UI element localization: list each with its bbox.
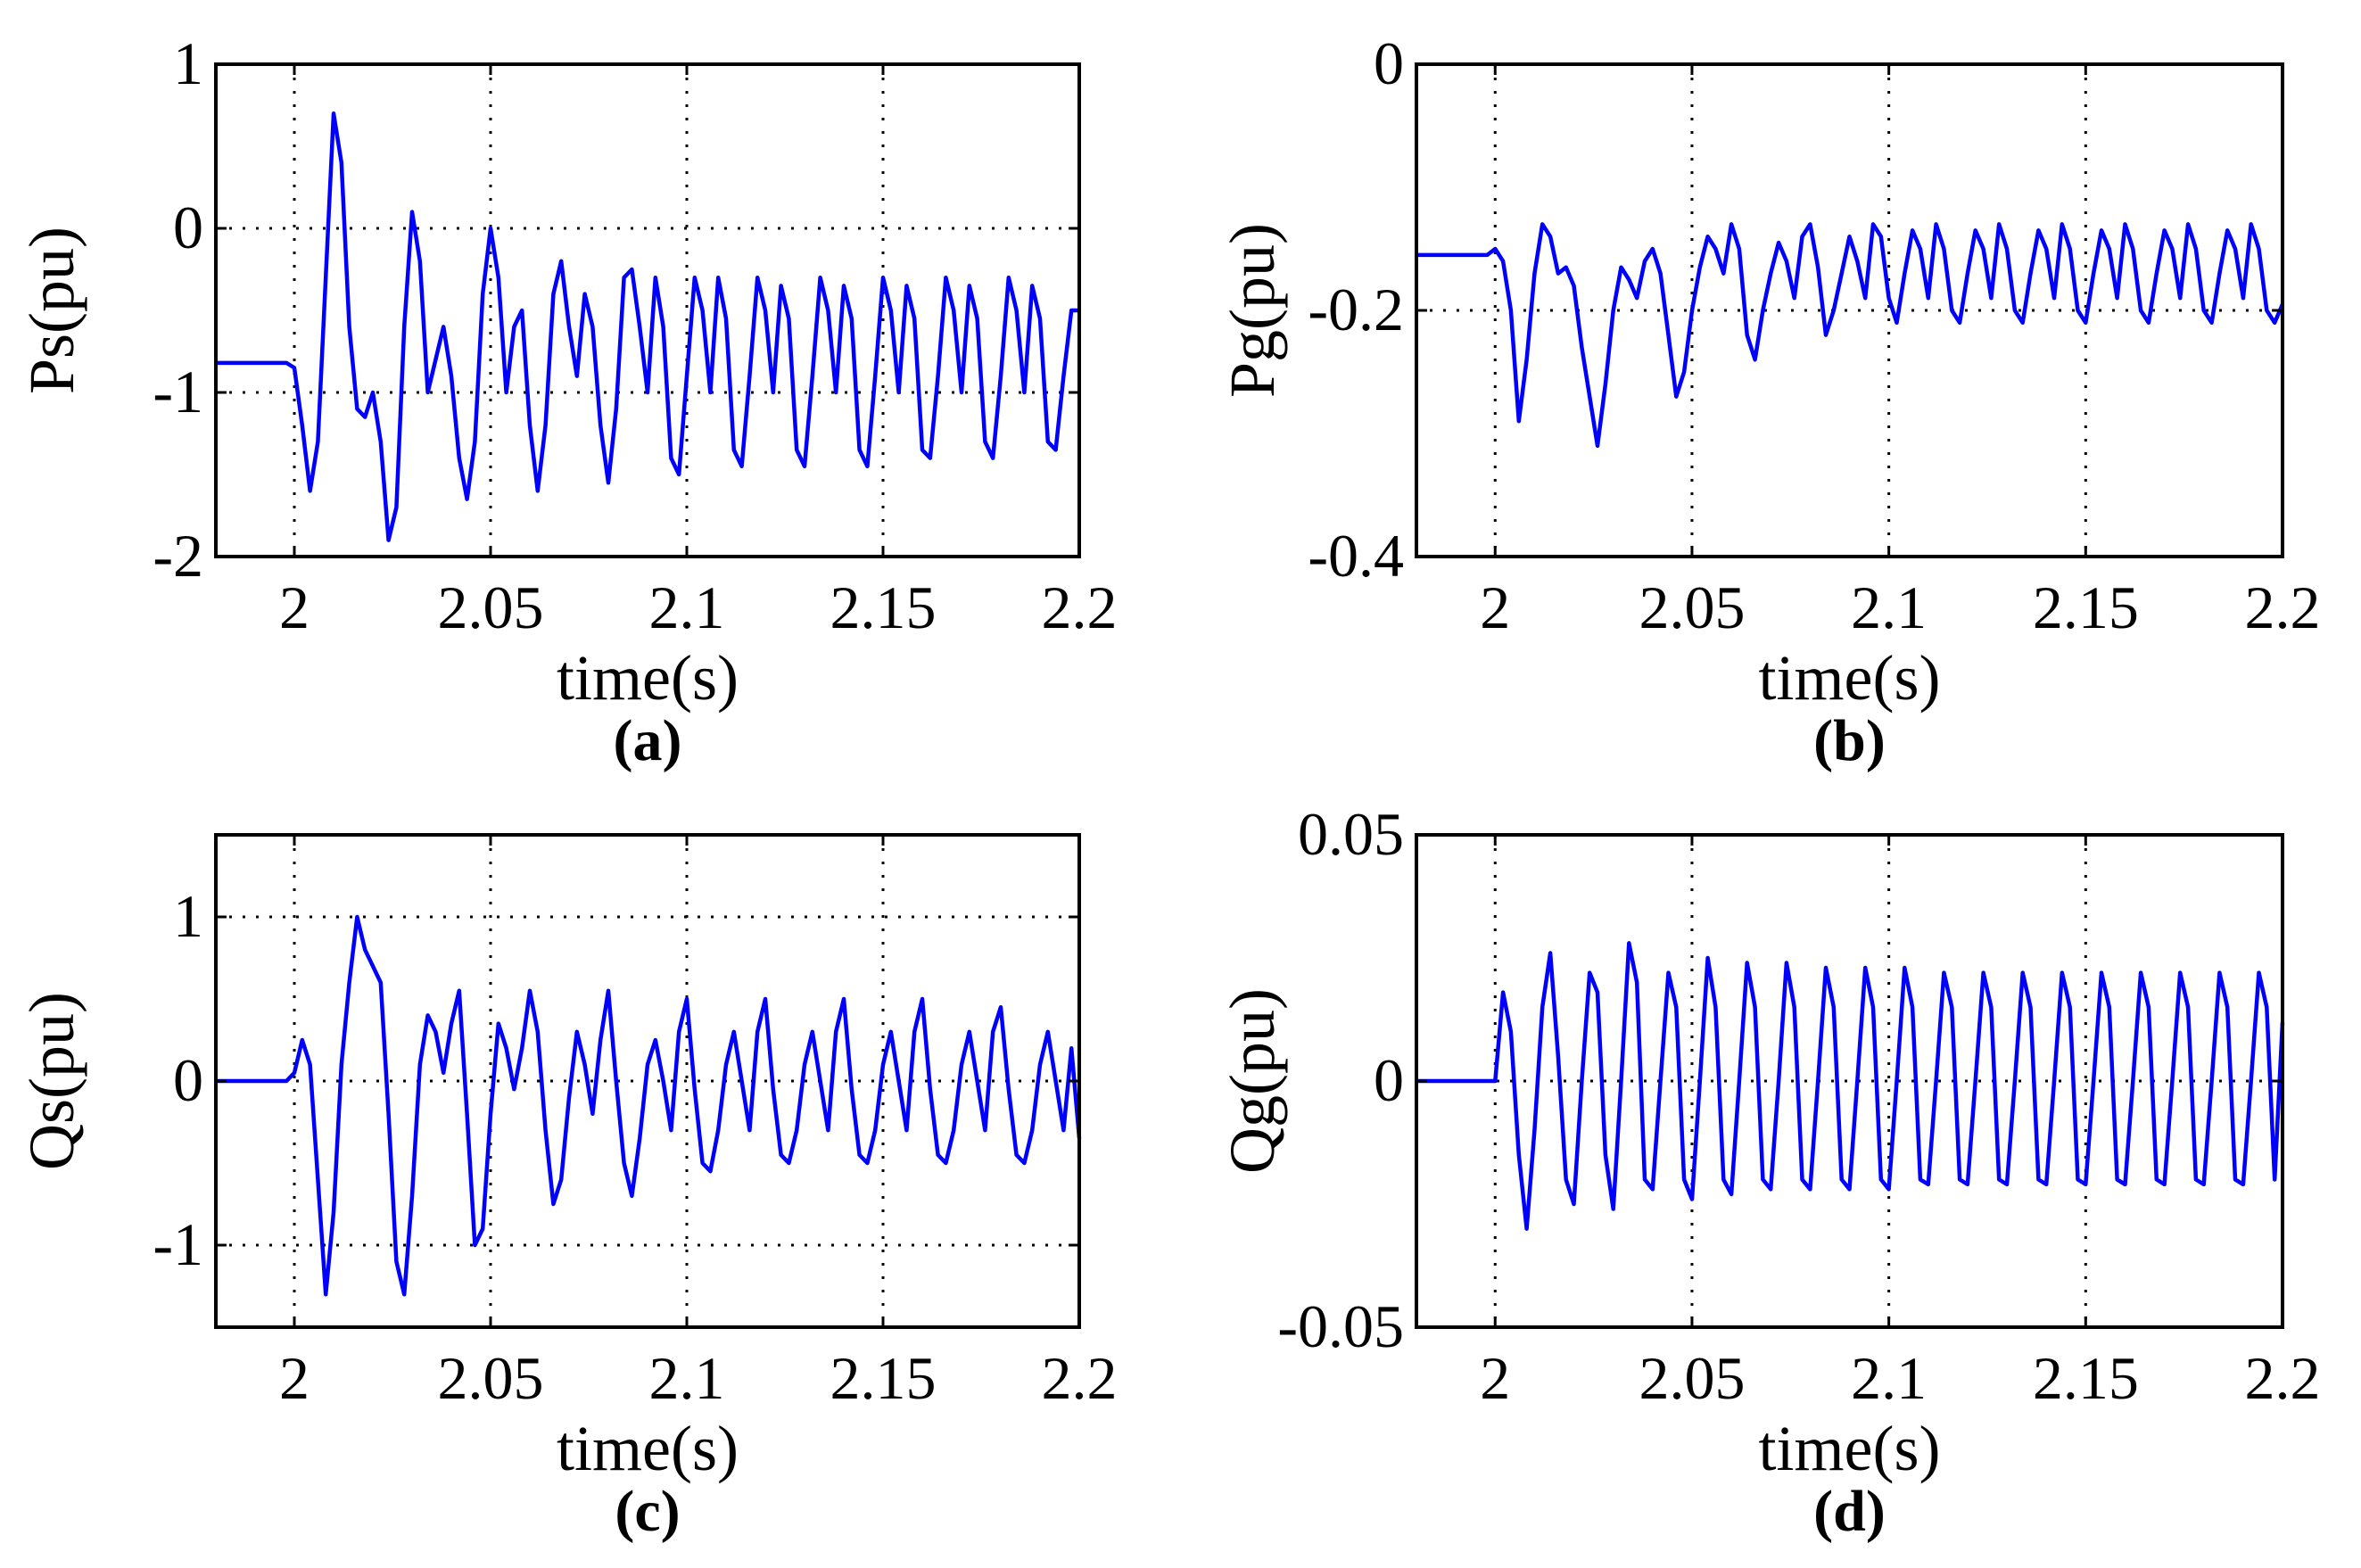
panel-b-pg: 2 2.05 2.1 2.15 2.2 -0.4 -0.2 0 time(s)(b) Pg(pu) bbox=[1217, 29, 2321, 773]
plot-frame bbox=[214, 62, 1081, 558]
y-tick-label: 0 bbox=[173, 194, 203, 261]
x-tick-label: 2.2 bbox=[2245, 574, 2321, 641]
series-line-qs bbox=[216, 914, 1082, 1297]
y-tick-label: -0.05 bbox=[1277, 1292, 1404, 1360]
y-axis-label: Pg(pu) bbox=[1217, 223, 1288, 398]
x-tick-label: 2.2 bbox=[2245, 1344, 2321, 1412]
x-axis-label: time(s) bbox=[557, 642, 739, 714]
panel-a-ps: 2 2.05 2.1 2.15 2.2 -2 -1 0 1 time(s)(a) Ps(pu) bbox=[16, 29, 1118, 773]
x-tick-label: 2.15 bbox=[830, 574, 937, 641]
x-tick-label: 2.15 bbox=[2033, 1344, 2139, 1412]
y-tick-label: 0 bbox=[1374, 29, 1404, 97]
y-tick-label: -1 bbox=[153, 1210, 203, 1278]
series-line-pg bbox=[1416, 222, 2285, 449]
x-tick-label: 2.05 bbox=[438, 1344, 544, 1412]
x-tick-label: 2.2 bbox=[1042, 1344, 1118, 1412]
x-tick-label: 2.05 bbox=[1639, 574, 1745, 641]
x-tick-label: 2.15 bbox=[2033, 574, 2139, 641]
x-tick-label: 2 bbox=[279, 1344, 310, 1412]
x-tick-label: 2.05 bbox=[1639, 1344, 1745, 1412]
y-axis-label: Qs(pu) bbox=[16, 992, 87, 1170]
y-axis-label: Ps(pu) bbox=[16, 227, 87, 394]
x-tick-label: 2.1 bbox=[1851, 574, 1927, 641]
panel-caption: (a) bbox=[614, 708, 682, 773]
y-tick-label: 1 bbox=[173, 29, 203, 97]
y-tick-label: -0.4 bbox=[1308, 522, 1404, 590]
panel-caption: (d) bbox=[1813, 1479, 1886, 1544]
y-tick-label: 0 bbox=[173, 1046, 203, 1114]
y-tick-label: 0 bbox=[1374, 1046, 1404, 1114]
panel-d-qg: 2 2.05 2.1 2.15 2.2 -0.05 0 0.05 time(s)(d) Qg(pu… bbox=[1217, 800, 2321, 1544]
x-tick-label: 2.15 bbox=[830, 1344, 937, 1412]
y-axis-label: Qg(pu) bbox=[1217, 988, 1288, 1174]
x-tick-label: 2.1 bbox=[1851, 1344, 1927, 1412]
series-line-ps bbox=[216, 111, 1079, 542]
x-axis-label: time(s) bbox=[1759, 642, 1941, 714]
y-tick-label: -2 bbox=[153, 522, 203, 590]
x-axis-label: time(s) bbox=[1759, 1413, 1941, 1484]
x-tick-label: 2 bbox=[279, 574, 310, 641]
x-tick-label: 2.1 bbox=[649, 1344, 725, 1412]
y-tick-label: -0.2 bbox=[1308, 276, 1404, 343]
x-tick-label: 2 bbox=[1480, 1344, 1510, 1412]
y-tick-label: 0.05 bbox=[1298, 800, 1404, 868]
x-axis-label: time(s) bbox=[557, 1413, 739, 1484]
x-tick-label: 2 bbox=[1480, 574, 1510, 641]
x-tick-label: 2.2 bbox=[1042, 574, 1118, 641]
panel-caption: (c) bbox=[615, 1479, 680, 1544]
x-tick-label: 2.1 bbox=[649, 574, 725, 641]
panel-c-qs: 2 2.05 2.1 2.15 2.2 -1 0 1 time(s)(c) Qs(pu) bbox=[16, 833, 1118, 1544]
panel-caption: (b) bbox=[1813, 708, 1886, 773]
series-line-qg bbox=[1416, 941, 2285, 1231]
x-tick-label: 2.05 bbox=[438, 574, 544, 641]
y-tick-label: -1 bbox=[153, 358, 203, 425]
y-tick-label: 1 bbox=[173, 882, 203, 950]
